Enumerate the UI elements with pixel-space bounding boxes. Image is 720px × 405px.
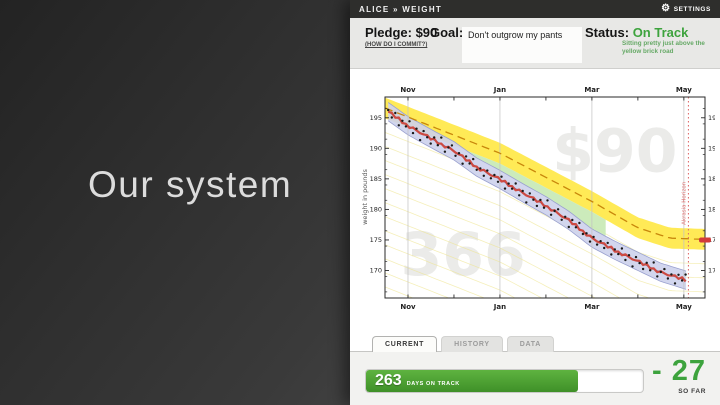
tab-bar: CURRENT HISTORY DATA [350, 334, 720, 352]
svg-text:185: 185 [708, 175, 715, 183]
svg-text:180: 180 [370, 206, 382, 214]
status-label: Status: [585, 25, 630, 40]
svg-text:170: 170 [708, 267, 715, 275]
svg-text:190: 190 [370, 145, 382, 153]
status-block: Status: On Track [585, 25, 688, 40]
commit-link[interactable]: (HOW DO I COMMIT?) [365, 42, 428, 48]
progress-fill: 263 DAYS ON TRACK [366, 370, 578, 392]
svg-text:May: May [676, 303, 692, 311]
pledge-block: Pledge: $90 (HOW DO I COMMIT?) [365, 25, 437, 48]
days-on-track-label: DAYS ON TRACK [406, 381, 460, 387]
gear-icon: ⚙ [661, 3, 671, 14]
svg-text:190: 190 [708, 145, 715, 153]
svg-text:Nov: Nov [400, 303, 416, 311]
svg-text:weight in pounds: weight in pounds [361, 168, 369, 224]
app-topbar: ALICE » WEIGHT ⚙ SETTINGS [350, 0, 720, 18]
tab-current[interactable]: CURRENT [372, 336, 438, 352]
tab-data[interactable]: DATA [506, 336, 554, 352]
svg-text:195: 195 [708, 114, 715, 122]
settings-label: SETTINGS [673, 5, 711, 13]
svg-text:Mar: Mar [584, 86, 600, 94]
svg-text:Mar: Mar [584, 303, 600, 311]
svg-text:Jan: Jan [493, 303, 506, 311]
goal-label: Goal: [430, 25, 464, 40]
svg-text:$90: $90 [552, 116, 677, 186]
app-window: ALICE » WEIGHT ⚙ SETTINGS Pledge: $90 (H… [350, 0, 720, 405]
pledge-amount: Pledge: $90 [365, 25, 438, 40]
svg-text:Akrasia Horizon: Akrasia Horizon [681, 181, 687, 225]
svg-text:180: 180 [708, 206, 715, 214]
days-on-track-value: 263 [375, 372, 402, 389]
total-delta: - 27 SO FAR [652, 355, 706, 396]
status-badge: On Track [632, 25, 689, 40]
svg-text:Nov: Nov [400, 86, 416, 94]
svg-text:195: 195 [370, 114, 382, 122]
svg-text:May: May [676, 86, 692, 94]
goal-input[interactable]: Don't outgrow my pants [462, 27, 582, 63]
settings-button[interactable]: ⚙ SETTINGS [661, 4, 711, 14]
delta-label: SO FAR [678, 388, 706, 395]
goal-header: Pledge: $90 (HOW DO I COMMIT?) Goal: Don… [350, 18, 720, 69]
svg-text:175: 175 [370, 236, 382, 244]
tab-history[interactable]: HISTORY [441, 336, 503, 352]
breadcrumb: ALICE » WEIGHT [359, 4, 443, 14]
svg-text:175: 175 [708, 236, 715, 244]
summary-strip: 263 DAYS ON TRACK - 27 SO FAR [350, 352, 720, 405]
svg-text:170: 170 [370, 267, 382, 275]
slide-title: Our system [88, 164, 293, 205]
status-note: Sitting pretty just above the yellow bri… [622, 40, 705, 56]
svg-text:Jan: Jan [493, 86, 506, 94]
svg-text:185: 185 [370, 175, 382, 183]
delta-value: - 27 [652, 355, 706, 387]
progress-bar: 263 DAYS ON TRACK [365, 369, 644, 393]
